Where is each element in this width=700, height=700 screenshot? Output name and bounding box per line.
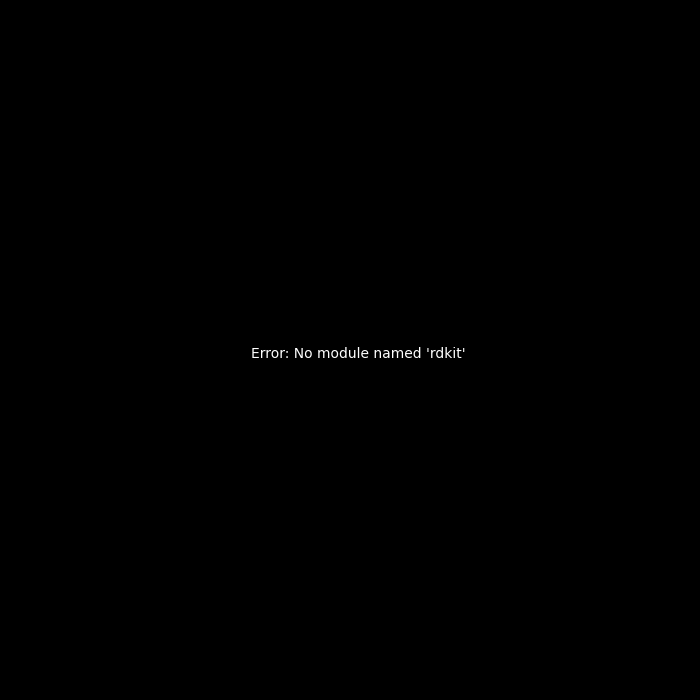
Text: Error: No module named 'rdkit': Error: No module named 'rdkit'	[251, 346, 466, 360]
